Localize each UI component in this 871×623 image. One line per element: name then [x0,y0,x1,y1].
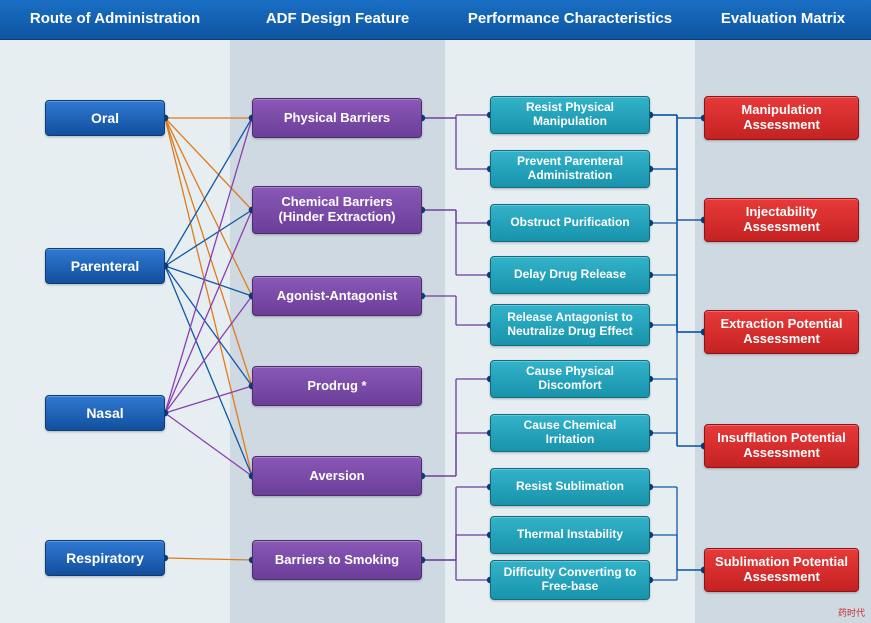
perf-node-discomfort: Cause Physical Discomfort [490,360,650,398]
route-label: Respiratory [66,550,144,566]
header-col-1: ADF Design Feature [230,0,445,39]
perf-node-irritation: Cause Chemical Irritation [490,414,650,452]
perf-label: Prevent Parenteral Administration [517,155,623,183]
design-node-agonist: Agonist-Antagonist [252,276,422,316]
design-node-aversion: Aversion [252,456,422,496]
perf-node-thermal: Thermal Instability [490,516,650,554]
design-node-chemical: Chemical Barriers (Hinder Extraction) [252,186,422,234]
eval-label: Injectability Assessment [743,205,820,235]
perf-label: Cause Chemical Irritation [524,419,617,447]
design-label: Aversion [309,469,364,484]
route-label: Oral [91,110,119,126]
perf-label: Thermal Instability [517,528,623,542]
design-label: Prodrug * [307,379,366,394]
watermark-text: 药时代 [838,606,865,619]
perf-node-resist_sub: Resist Sublimation [490,468,650,506]
header-col-0: Route of Administration [0,0,230,39]
perf-label: Obstruct Purification [510,216,629,230]
design-node-smoking: Barriers to Smoking [252,540,422,580]
perf-label: Resist Physical Manipulation [526,101,614,129]
design-node-prodrug: Prodrug * [252,366,422,406]
perf-node-resist_manip: Resist Physical Manipulation [490,96,650,134]
perf-label: Delay Drug Release [514,268,626,282]
eval-node-inject_a: Injectability Assessment [704,198,859,242]
design-label: Physical Barriers [284,111,390,126]
route-label: Parenteral [71,258,139,274]
eval-label: Extraction Potential Assessment [720,317,842,347]
perf-node-delay: Delay Drug Release [490,256,650,294]
design-label: Agonist-Antagonist [277,289,398,304]
route-node-nasal: Nasal [45,395,165,431]
header-bar: Route of AdministrationADF Design Featur… [0,0,871,40]
eval-node-sublim_a: Sublimation Potential Assessment [704,548,859,592]
perf-label: Cause Physical Discomfort [526,365,614,393]
route-node-oral: Oral [45,100,165,136]
header-col-2: Performance Characteristics [445,0,695,39]
design-label: Barriers to Smoking [275,553,399,568]
eval-node-manip_a: Manipulation Assessment [704,96,859,140]
eval-label: Manipulation Assessment [741,103,821,133]
header-col-3: Evaluation Matrix [695,0,871,39]
design-label: Chemical Barriers (Hinder Extraction) [278,195,395,225]
perf-label: Release Antagonist to Neutralize Drug Ef… [507,311,633,339]
eval-node-insuff_a: Insufflation Potential Assessment [704,424,859,468]
route-node-parenteral: Parenteral [45,248,165,284]
design-node-physical: Physical Barriers [252,98,422,138]
perf-node-prevent_par: Prevent Parenteral Administration [490,150,650,188]
perf-label: Difficulty Converting to Free-base [504,566,637,594]
perf-node-release_ant: Release Antagonist to Neutralize Drug Ef… [490,304,650,346]
route-node-respiratory: Respiratory [45,540,165,576]
perf-node-obstruct: Obstruct Purification [490,204,650,242]
perf-label: Resist Sublimation [516,480,624,494]
eval-label: Sublimation Potential Assessment [715,555,848,585]
eval-label: Insufflation Potential Assessment [717,431,846,461]
route-label: Nasal [86,405,123,421]
eval-node-extract_a: Extraction Potential Assessment [704,310,859,354]
perf-node-freebase: Difficulty Converting to Free-base [490,560,650,600]
